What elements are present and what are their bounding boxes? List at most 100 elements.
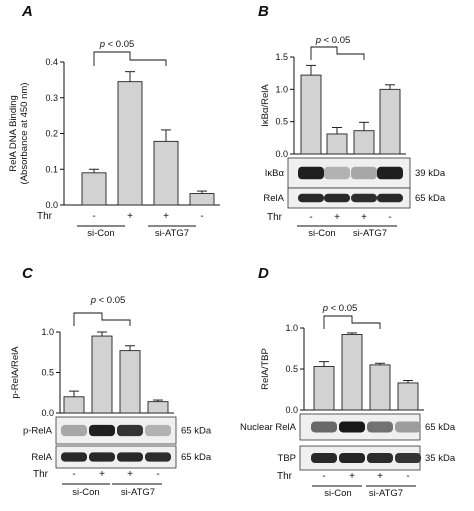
panel-d-blot-band — [367, 421, 393, 433]
panel-c-p-rest: < 0.05 — [96, 295, 125, 306]
panel-d-tick-label: 0.5 — [285, 364, 298, 374]
panel-b-treatment-sign: + — [334, 212, 340, 223]
panel-c-blot-band — [145, 424, 171, 437]
panel-d-p-letter: p — [322, 303, 328, 314]
panel-d-blot-band — [367, 452, 393, 464]
panel-a-tick-label: 0.2 — [45, 129, 58, 139]
panel-b-bar — [326, 133, 348, 155]
panel-d-p-rest: < 0.05 — [328, 303, 357, 314]
panel-d-tick-label: 1.0 — [285, 323, 298, 333]
panel-d-group-label: si-Con — [324, 488, 351, 499]
panel-c-treatment-label: Thr — [33, 469, 49, 480]
panel-b-treatment-sign: - — [309, 212, 312, 223]
panel-c-bar — [63, 396, 85, 414]
panel-d-blot-band — [311, 452, 337, 464]
panel-c-treatment-sign: - — [156, 469, 159, 480]
panel-d-treatment-sign: + — [377, 471, 383, 482]
panel-d-blot-kda: 35 kDa — [425, 453, 456, 464]
panel-c-bar — [119, 350, 141, 414]
panel-c-blot-kda: 65 kDa — [181, 426, 212, 437]
panel-a-y-axis-title-line: (Absorbance at 450 nm) — [19, 83, 30, 185]
panel-b-blot-band — [298, 193, 324, 203]
panel-b-blot-band — [324, 166, 350, 180]
panel-a-treatment-sign: - — [200, 211, 203, 222]
panel-b-y-axis-title: IκBα/RelA — [260, 84, 271, 127]
panel-c-blot-band — [61, 424, 87, 437]
panel-b-bar — [300, 74, 322, 155]
panel-a-bracket-left — [93, 51, 131, 66]
panel-c-tick-label: 0.5 — [41, 368, 54, 378]
panel-d-bar — [397, 382, 419, 411]
panel-b-treatment-label: Thr — [267, 212, 283, 223]
panel-a-treatment-label: Thr — [37, 211, 53, 222]
panel-c-treatment-sign: - — [72, 469, 75, 480]
panel-d-bar — [341, 334, 363, 411]
panel-b-tick-label: 1.5 — [275, 52, 288, 62]
panel-b-blot-band — [298, 166, 324, 180]
panel-a: A 0.0 0.1 0.2 0.3 0.4 RelA DNA Binding(Absorba… — [8, 3, 220, 239]
panel-c-tick-label: 1.0 — [41, 327, 54, 337]
panel-b-y-axis-title-line: IκBα/RelA — [260, 84, 271, 127]
panel-c-treatment-sign: + — [99, 469, 105, 480]
panel-b-blot-band — [377, 166, 403, 180]
panel-a-p-letter: p — [99, 39, 105, 50]
panel-b-p-value: p < 0.05 — [315, 35, 351, 46]
panel-b-letter: B — [258, 3, 269, 20]
panel-b-p-rest: < 0.05 — [321, 35, 350, 46]
panel-b-p-letter: p — [315, 35, 321, 46]
panel-d-blot-band — [395, 452, 421, 464]
panel-a-treatment-sign: + — [127, 211, 133, 222]
panel-b-blot-band — [351, 193, 377, 203]
panel-d-bar — [369, 364, 391, 411]
panel-a-group-label: si-ATG7 — [155, 228, 189, 239]
panel-c-blot-1: p-RelA 65 kDa — [23, 416, 212, 445]
panel-a-bar — [189, 193, 215, 206]
panel-d-treatment-label: Thr — [277, 471, 293, 482]
panel-c-blot-kda: 65 kDa — [181, 452, 212, 463]
panel-c-blot-band — [145, 452, 171, 462]
panel-d-bracket-right — [351, 322, 381, 329]
panel-b-blot-1: IκBα 39 kDa — [265, 157, 446, 189]
panel-a-treatment-sign: + — [163, 211, 169, 222]
panel-c-blot-band — [61, 452, 87, 462]
panel-d-y-axis-title: RelA/TBP — [260, 348, 271, 390]
panel-b-bar — [379, 88, 401, 155]
panel-c-p-value: p < 0.05 — [90, 295, 126, 306]
panel-d-blot-label: Nuclear RelA — [240, 422, 297, 433]
panel-c-bar — [147, 401, 169, 414]
panel-c-y-axis-title: p-RelA/RelA — [10, 346, 21, 399]
panel-c-group-label: si-Con — [72, 487, 99, 498]
panel-b-tick-label: 1.0 — [275, 84, 288, 94]
panel-a-y-axis-title-line: RelA DNA Binding — [8, 95, 19, 172]
panel-b-blot-kda: 65 kDa — [415, 193, 446, 204]
panel-c-blot-band — [89, 424, 115, 437]
panel-d-blot-label: TBP — [278, 453, 296, 464]
panel-a-bar — [81, 172, 107, 206]
panel-c-p-letter: p — [90, 295, 96, 306]
panel-b-blot-band — [351, 166, 377, 180]
panel-a-tick-label: 0.3 — [45, 93, 58, 103]
panel-c-blot-2: RelA 65 kDa — [31, 445, 212, 469]
panel-d-treatment-sign: - — [322, 471, 325, 482]
panel-d: D 0.0 0.5 1.0 RelA/TBP p < 0.05 Nuclear RelA 65… — [240, 265, 456, 499]
panel-b-bracket-right — [336, 53, 365, 60]
panel-d-treatment-sign: - — [406, 471, 409, 482]
panel-b-blot-2: RelA 65 kDa — [263, 187, 446, 209]
panel-d-blot-band — [395, 421, 421, 433]
panel-a-bar — [153, 140, 179, 206]
panel-d-blot-band — [339, 421, 365, 433]
panel-b-blot-kda: 39 kDa — [415, 168, 446, 179]
panel-b-blot-band — [324, 193, 350, 203]
panel-a-tick-label: 0.4 — [45, 57, 58, 67]
panel-b-bracket-left — [310, 46, 338, 60]
panel-d-group-label: si-ATG7 — [369, 488, 403, 499]
panel-a-treatment-sign: - — [92, 211, 95, 222]
panel-a-bracket-right — [129, 59, 167, 66]
panel-b-treatment-sign: + — [361, 212, 367, 223]
panel-b-blot-label: IκBα — [265, 168, 285, 179]
panel-d-letter: D — [258, 265, 269, 282]
panel-b-treatment-sign: - — [388, 212, 391, 223]
panel-b-tick-label: 0.0 — [275, 149, 288, 159]
panel-d-blot-kda: 65 kDa — [425, 422, 456, 433]
